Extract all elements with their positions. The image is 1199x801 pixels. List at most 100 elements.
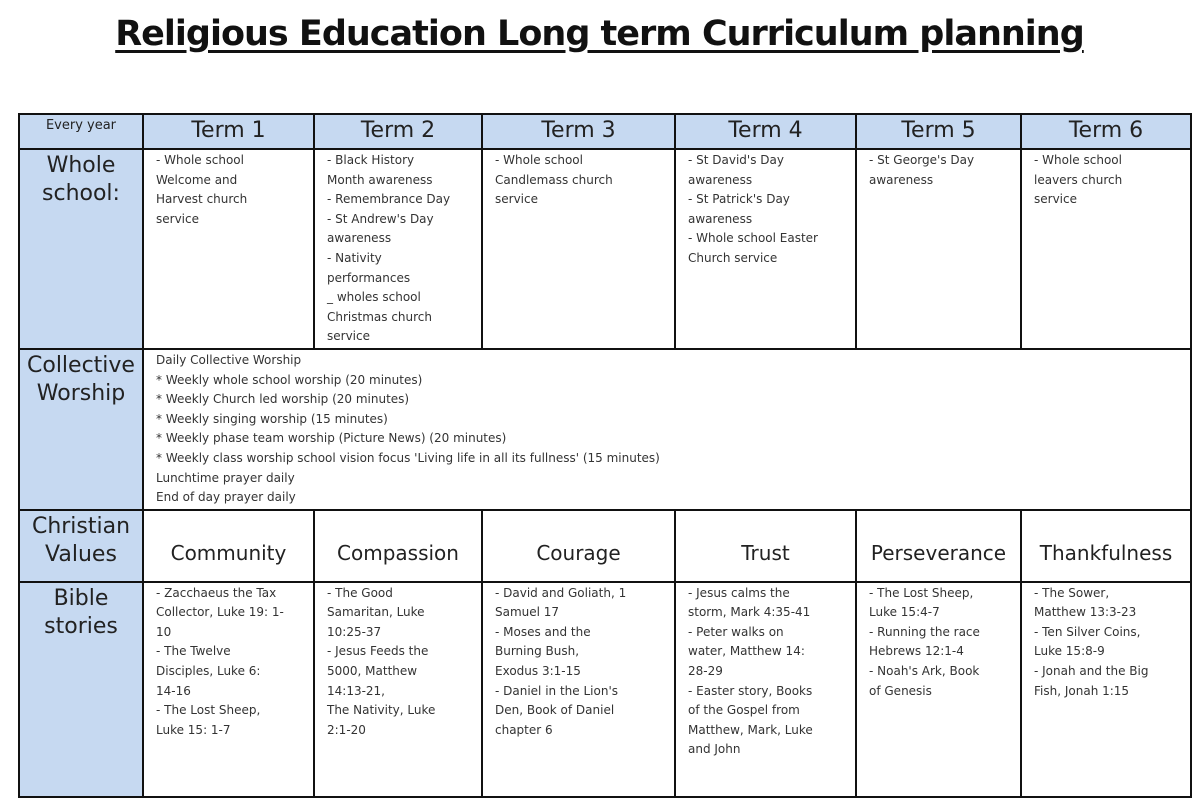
worship-line: End of day prayer daily [156, 490, 296, 505]
term-cell: - Whole school Candlemass church service [481, 148, 676, 350]
cell-line: awareness [688, 211, 753, 226]
bible-stories-row: Bible stories - Zacchaeus the Tax Collecto… [18, 580, 1192, 798]
cell-line: awareness [327, 231, 392, 246]
cell-line: - Jesus calms the [688, 585, 790, 600]
worship-line: * Weekly phase team worship (Picture New… [156, 431, 507, 446]
cell-line: _ wholes school [327, 290, 421, 305]
cell-line: Exodus 3:1-15 [495, 664, 581, 679]
whole-school-row: Whole school: - Whole school Welcome and Ha… [18, 148, 1192, 350]
term-cell: - Whole school leavers church service [1020, 148, 1192, 350]
cell-line: water, Matthew 14: [688, 644, 805, 659]
cell-line: 10:25-37 [327, 624, 382, 639]
cell-line: Candlemass church [495, 172, 613, 187]
cell-line: awareness [688, 172, 753, 187]
cell-line: service [495, 192, 538, 207]
label-line: stories [44, 613, 118, 639]
cell-line: awareness [869, 172, 934, 187]
cell-line: 14:13-21, [327, 683, 385, 698]
collective-worship-cell: Daily Collective Worship * Weekly whole s… [142, 347, 1192, 511]
worship-line: Daily Collective Worship [156, 352, 302, 367]
cell-line: Hebrews 12:1-4 [869, 644, 964, 659]
term-cell: - St George's Day awareness [855, 148, 1022, 350]
value-cell: Thankfulness [1020, 508, 1192, 583]
cell-line: Samaritan, Luke [327, 605, 425, 620]
corner-label: Every year [18, 113, 144, 150]
label-line: Bible [53, 585, 109, 611]
worship-line: * Weekly singing worship (15 minutes) [156, 411, 388, 426]
cell-line: chapter 6 [495, 722, 553, 737]
value-cell: Trust [674, 508, 857, 583]
cell-line: - The Twelve [156, 644, 231, 659]
term-header: Term 1 [142, 113, 315, 150]
value-cell: Courage [481, 508, 676, 583]
cell-line: Luke 15: 1-7 [156, 722, 231, 737]
row-label-whole-school: Whole school: [18, 148, 144, 350]
row-label-collective-worship: Collective Worship [18, 347, 144, 511]
cell-line: Matthew 13:3-23 [1034, 605, 1137, 620]
cell-line: - Nativity [327, 250, 382, 265]
cell-line: 10 [156, 624, 172, 639]
cell-line: Samuel 17 [495, 605, 560, 620]
cell-line: service [156, 211, 199, 226]
term-header: Term 4 [674, 113, 857, 150]
row-label-christian-values: Christian Values [18, 508, 144, 583]
cell-line: - Noah's Ark, Book [869, 664, 980, 679]
cell-line: - St David's Day [688, 153, 784, 167]
cell-line: 2:1-20 [327, 722, 366, 737]
cell-line: - The Good [327, 585, 393, 600]
term-cell: - Whole school Welcome and Harvest church s… [142, 148, 315, 350]
cell-line: Burning Bush, [495, 644, 580, 659]
worship-line: * Weekly whole school worship (20 minute… [156, 372, 423, 387]
cell-line: Welcome and [156, 172, 238, 187]
cell-line: Harvest church [156, 192, 248, 207]
term-header: Term 5 [855, 113, 1022, 150]
cell-line: performances [327, 270, 411, 285]
cell-line: service [327, 329, 370, 344]
cell-line: - St George's Day [869, 153, 975, 167]
worship-line: Lunchtime prayer daily [156, 470, 295, 485]
term-cell: - St David's Day awareness - St Patrick's … [674, 148, 857, 350]
cell-line: Church service [688, 250, 778, 265]
cell-line: Matthew, Mark, Luke [688, 722, 813, 737]
cell-line: - Running the race [869, 624, 980, 639]
cell-line: - Whole school [156, 153, 244, 167]
cell-line: service [1034, 192, 1077, 207]
christian-values-row: Christian Values Community Compassion Coura… [18, 508, 1192, 583]
term-cell: - Zacchaeus the Tax Collector, Luke 19: 1… [142, 580, 315, 798]
cell-line: - Jesus Feeds the [327, 644, 429, 659]
cell-line: - Remembrance Day [327, 192, 451, 207]
cell-line: and John [688, 742, 741, 757]
cell-line: - Jonah and the Big [1034, 664, 1149, 679]
cell-line: - St Andrew's Day [327, 211, 434, 226]
term-cell: - The Good Samaritan, Luke 10:25-37 - Jesus… [313, 580, 483, 798]
term-header: Term 3 [481, 113, 676, 150]
cell-line: - The Lost Sheep, [156, 703, 261, 718]
value-cell: Perseverance [855, 508, 1022, 583]
cell-line: - Ten Silver Coins, [1034, 624, 1141, 639]
cell-line: 14-16 [156, 683, 191, 698]
cell-line: - Daniel in the Lion's [495, 683, 618, 698]
cell-line: - The Sower, [1034, 585, 1110, 600]
cell-line: - David and Goliath, 1 [495, 585, 627, 600]
cell-line: - Peter walks on [688, 624, 784, 639]
term-cell: - Black History Month awareness - Remembra… [313, 148, 483, 350]
cell-line: Fish, Jonah 1:15 [1034, 683, 1130, 698]
row-label-bible-stories: Bible stories [18, 580, 144, 798]
cell-line: - Whole school Easter [688, 231, 818, 246]
cell-line: Den, Book of Daniel [495, 703, 615, 718]
term-header: Term 2 [313, 113, 483, 150]
curriculum-table: Every year Term 1 Term 2 Term 3 Term 4 T… [18, 113, 1192, 798]
cell-line: - Whole school [495, 153, 583, 167]
collective-worship-row: Collective Worship Daily Collective Worsh… [18, 347, 1192, 511]
cell-line: 28-29 [688, 664, 723, 679]
value-cell: Community [142, 508, 315, 583]
cell-line: - St Patrick's Day [688, 192, 790, 207]
cell-line: - Moses and the [495, 624, 591, 639]
cell-line: - The Lost Sheep, [869, 585, 974, 600]
cell-line: leavers church [1034, 172, 1123, 187]
page-title: Religious Education Long term Curriculum… [115, 14, 1085, 54]
label-line: Whole [46, 153, 116, 178]
cell-line: - Black History [327, 153, 415, 167]
term-cell: - David and Goliath, 1 Samuel 17 - Moses a… [481, 580, 676, 798]
cell-line: The Nativity, Luke [327, 703, 436, 718]
